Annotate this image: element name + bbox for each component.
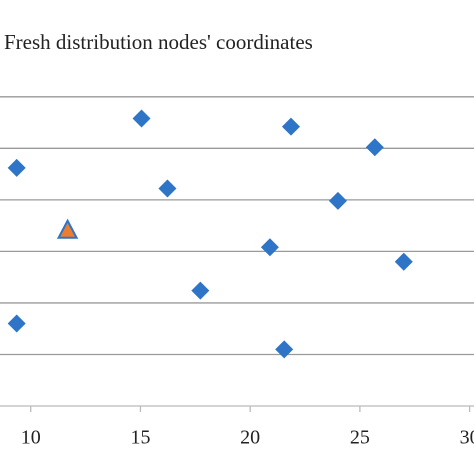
point: [394, 252, 413, 271]
point: [365, 138, 384, 157]
x-tick-label: 20: [240, 427, 260, 449]
point: [191, 281, 210, 300]
chart-title: Fresh distribution nodes' coordinates: [4, 30, 313, 54]
x-tick-label: 25: [350, 427, 370, 449]
point: [56, 218, 79, 239]
point: [281, 117, 300, 136]
x-tick-label: 10: [21, 427, 41, 449]
x-tick-label: 30: [460, 427, 474, 449]
point: [158, 179, 177, 198]
point: [275, 340, 294, 359]
point: [7, 158, 26, 177]
point: [328, 191, 347, 210]
point: [7, 314, 26, 333]
point: [260, 238, 279, 257]
point: [132, 109, 151, 128]
x-tick-label: 15: [130, 427, 150, 449]
